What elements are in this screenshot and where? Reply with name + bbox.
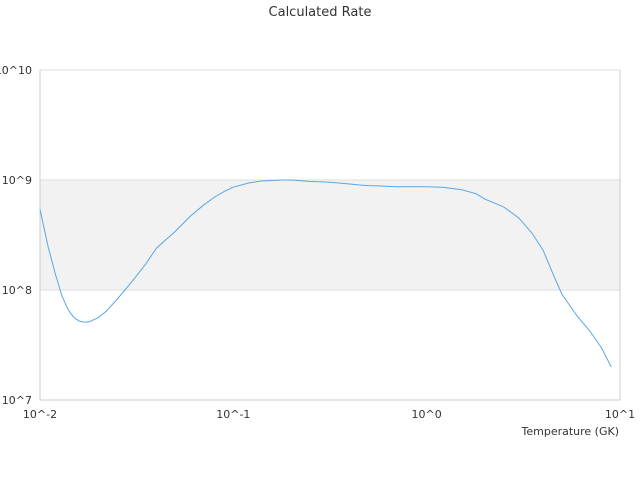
chart-title: Calculated Rate: [269, 5, 372, 20]
y-tick-label: 10^10: [0, 64, 32, 77]
y-tick-label: 10^8: [2, 284, 32, 297]
x-tick-label: 10^1: [605, 408, 635, 421]
y-tick-label: 10^7: [2, 394, 32, 407]
x-tick-label: 10^-1: [216, 408, 250, 421]
x-tick-label: 10^-2: [23, 408, 57, 421]
rate-series-line: [39, 179, 612, 368]
shaded-band: [40, 180, 620, 290]
y-tick-label: 10^9: [2, 174, 32, 187]
x-axis-title: Temperature (GK): [521, 425, 620, 438]
x-tick-label: 10^0: [412, 408, 442, 421]
